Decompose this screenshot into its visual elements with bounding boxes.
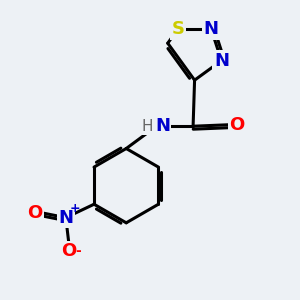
Text: N: N — [214, 52, 229, 70]
Text: O: O — [61, 242, 76, 260]
Text: S: S — [172, 20, 184, 38]
Text: +: + — [69, 202, 80, 215]
Text: H: H — [142, 119, 153, 134]
Text: N: N — [58, 208, 73, 226]
Text: -: - — [75, 244, 81, 258]
Text: N: N — [204, 20, 219, 38]
Text: N: N — [155, 117, 170, 135]
Text: O: O — [28, 204, 43, 222]
Text: O: O — [230, 116, 245, 134]
